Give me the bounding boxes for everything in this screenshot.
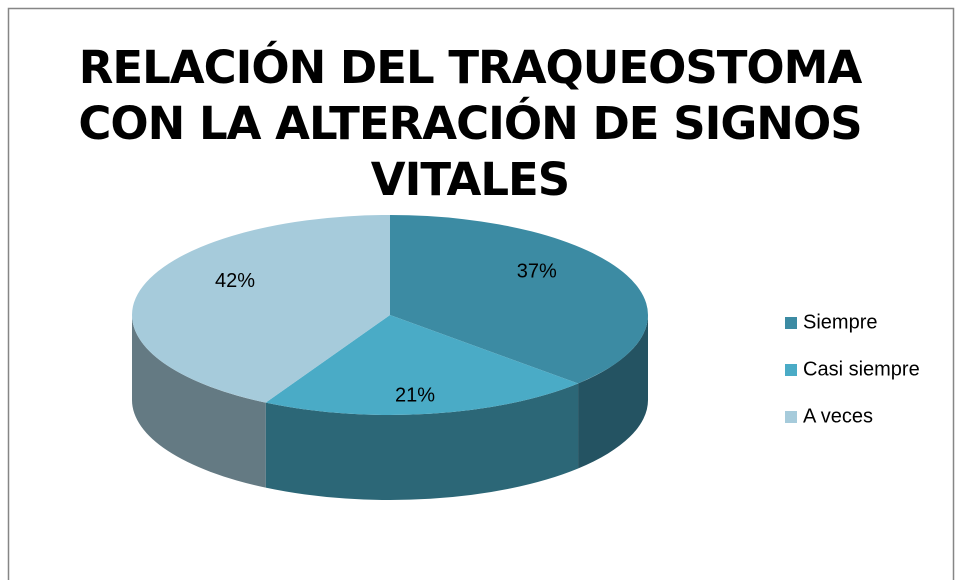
legend-label: Siempre [803,311,877,333]
data-label: 42% [215,270,255,292]
legend-label: Casi siempre [803,358,920,380]
slice-side [265,383,579,500]
legend-swatch [785,364,797,376]
slice [131,215,390,403]
slice [390,215,648,384]
slice-side [578,315,648,469]
data-label: 37% [517,261,557,283]
legend-swatch [785,411,797,423]
legend-swatch [785,317,797,329]
slice [265,315,579,415]
legend-label: A veces [803,405,873,427]
chart-border [7,7,955,580]
data-label: 21% [395,385,435,407]
slice-side [132,315,266,488]
chart-title: RELACIÓN DEL TRAQUEOSTOMA CON LA ALTERAC… [78,41,862,206]
